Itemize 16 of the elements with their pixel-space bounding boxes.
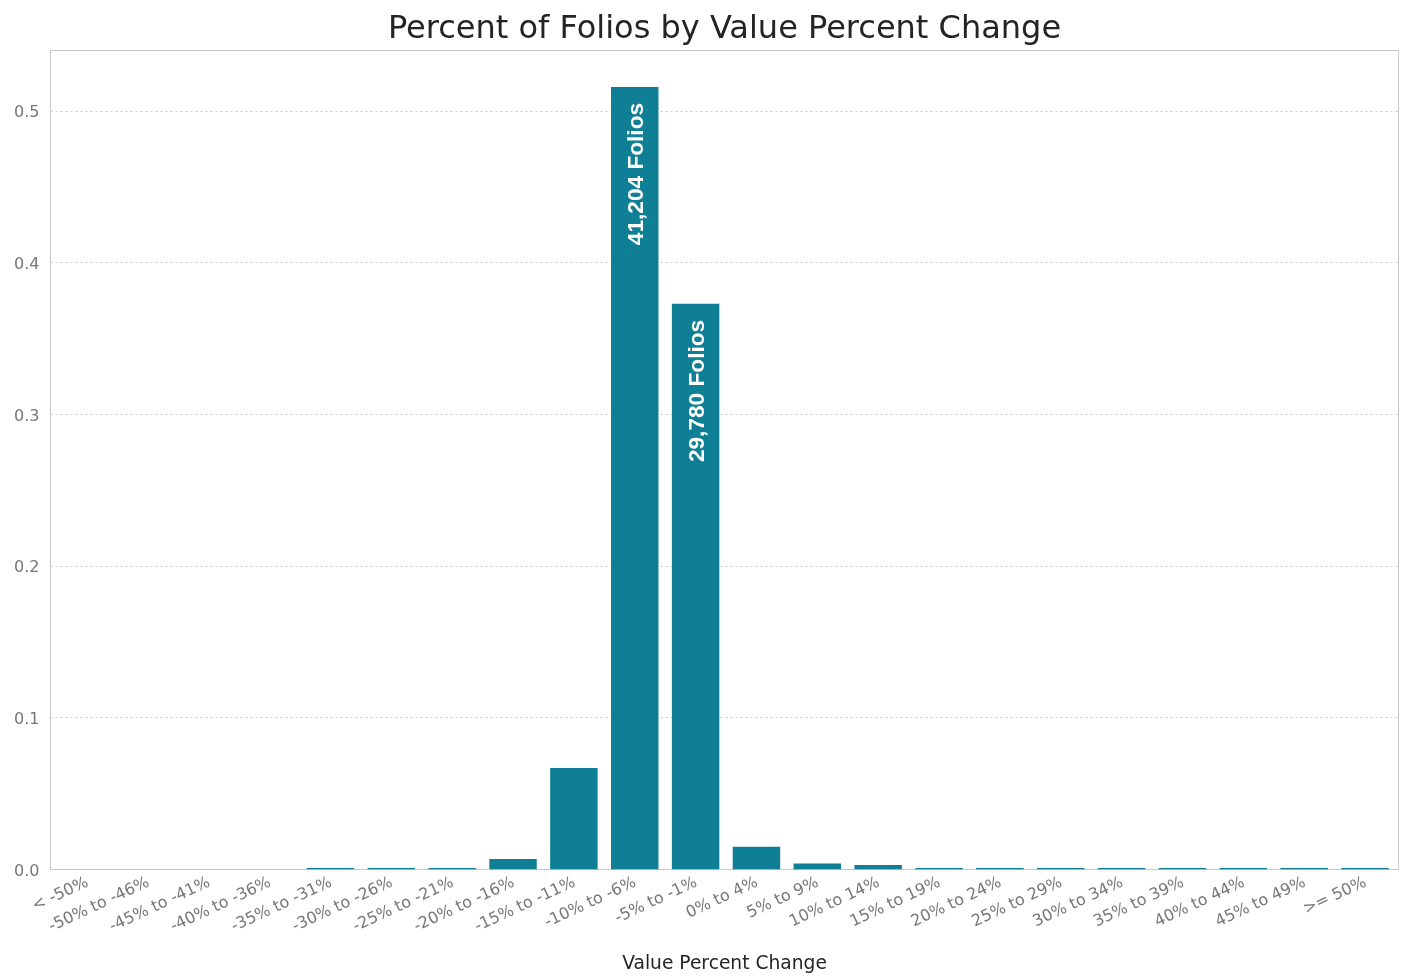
y-tick-label: 0.2 [14, 557, 40, 577]
y-tick-label: 0.1 [14, 708, 40, 728]
bar [732, 846, 781, 870]
chart-title: Percent of Folios by Value Percent Change [387, 7, 1062, 46]
y-tick-label: 0.0 [14, 860, 40, 880]
bar [611, 86, 659, 870]
bar [793, 863, 842, 870]
annotation: 29,780 Folios [682, 319, 709, 463]
y-tick-label: 0.4 [14, 253, 40, 273]
bar [550, 767, 598, 870]
x-axis-title: Value Percent Change [622, 951, 827, 973]
bar [489, 858, 537, 870]
y-tick-label: 0.3 [14, 405, 40, 425]
bar [671, 303, 720, 870]
y-tick-label: 0.5 [14, 102, 40, 122]
annotation: 41,204 Folios [621, 102, 648, 246]
